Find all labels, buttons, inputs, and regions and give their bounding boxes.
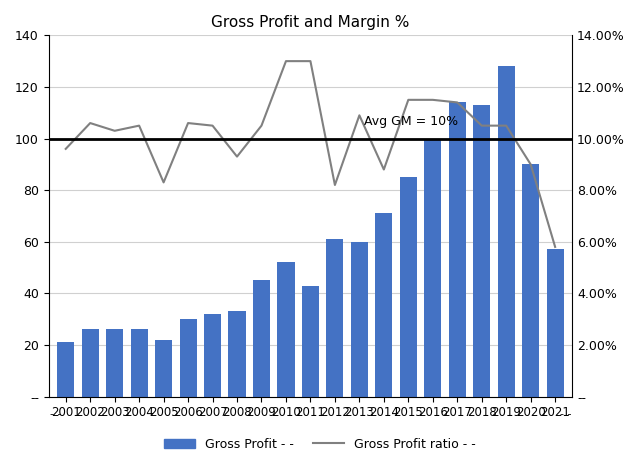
Bar <box>277 262 294 396</box>
Bar <box>228 311 246 396</box>
Text: - -: - - <box>50 409 61 419</box>
Bar <box>131 329 148 396</box>
Bar <box>400 177 417 396</box>
Bar <box>82 329 99 396</box>
Legend: Gross Profit - -, Gross Profit ratio - -: Gross Profit - -, Gross Profit ratio - - <box>159 433 481 456</box>
Bar <box>253 280 270 396</box>
Bar <box>351 242 368 396</box>
Bar <box>473 105 490 396</box>
Bar <box>326 239 344 396</box>
Bar <box>449 103 466 396</box>
Text: Avg GM = 10%: Avg GM = 10% <box>364 115 458 128</box>
Bar <box>424 139 442 396</box>
Bar <box>57 342 74 396</box>
Bar <box>547 249 564 396</box>
Bar <box>179 319 196 396</box>
Title: Gross Profit and Margin %: Gross Profit and Margin % <box>211 15 410 30</box>
Bar <box>498 66 515 396</box>
Bar <box>522 164 540 396</box>
Bar <box>375 213 392 396</box>
Bar <box>155 340 172 396</box>
Text: - -: - - <box>559 409 571 419</box>
Bar <box>302 286 319 396</box>
Bar <box>106 329 124 396</box>
Bar <box>204 314 221 396</box>
